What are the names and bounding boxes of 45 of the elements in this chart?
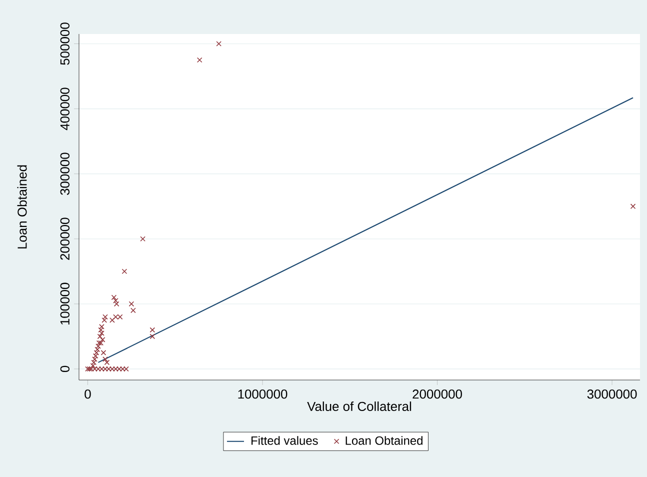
- point: [117, 314, 123, 320]
- y-tick-label: 300000: [60, 152, 70, 195]
- point: [90, 363, 96, 368]
- point: [97, 334, 103, 340]
- y-tick-label: 200000: [60, 218, 70, 260]
- point: [98, 340, 104, 346]
- point: [96, 340, 102, 346]
- point: [102, 318, 108, 323]
- y-axis-title: Loan Obtained: [17, 165, 27, 248]
- legend-label: Loan Obtained: [346, 436, 422, 445]
- point: [102, 314, 108, 320]
- y-tick-label: 100000: [60, 282, 70, 325]
- point: [98, 327, 104, 333]
- point: [114, 301, 120, 307]
- x-tick-label: 2000000: [412, 390, 462, 399]
- point: [111, 294, 117, 300]
- point: [113, 298, 118, 304]
- point: [92, 356, 98, 362]
- x-tick-label: 3000000: [587, 390, 637, 399]
- point: [99, 324, 104, 330]
- point: [630, 204, 636, 210]
- point: [92, 353, 98, 359]
- x-axis-title: Value of Collateral: [307, 402, 412, 412]
- point: [196, 57, 202, 63]
- point: [150, 327, 156, 333]
- point: [96, 344, 101, 349]
- x-tick-label: 0: [84, 390, 91, 399]
- point: [99, 330, 104, 336]
- point: [122, 268, 128, 274]
- point: [216, 41, 222, 46]
- point: [102, 356, 108, 362]
- y-tick-label: 500000: [60, 22, 70, 65]
- point: [130, 308, 136, 314]
- point: [100, 337, 106, 342]
- legend-label: Fitted values: [252, 436, 318, 445]
- point: [140, 236, 146, 242]
- point: [94, 346, 100, 352]
- y-tick-label: 400000: [60, 88, 70, 130]
- point: [150, 334, 156, 340]
- point: [91, 360, 97, 366]
- point: [110, 318, 115, 323]
- x-tick-label: 1000000: [238, 390, 288, 399]
- point: [128, 301, 134, 307]
- point: [104, 360, 110, 366]
- y-tick-label: 0: [60, 366, 70, 372]
